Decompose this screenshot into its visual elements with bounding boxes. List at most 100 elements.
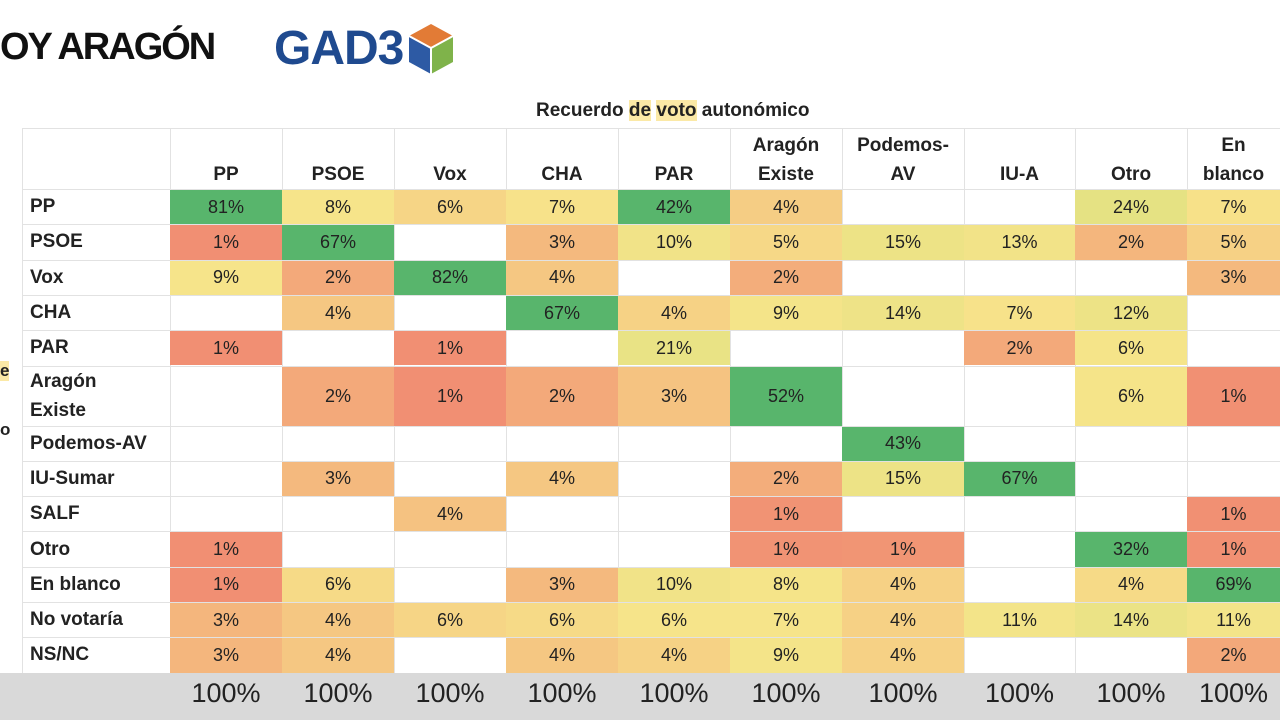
table-cell: 1% [1187,366,1280,426]
grid-line [22,189,1280,190]
row-header-text: Otro [30,535,70,564]
row-header-line: Podemos-AV [30,432,147,454]
table-cell: 6% [1075,331,1187,366]
table-cell: 67% [506,295,618,331]
total-cell: 100% [751,677,821,708]
total-cell: 100% [639,677,709,708]
table-cell: 5% [1187,225,1280,260]
table-cell: 2% [1187,638,1280,673]
column-header-line: Podemos- [857,135,949,156]
title-part: Recuerdo [536,100,629,121]
table-cell: 4% [394,497,506,532]
totals-bar [0,673,1280,720]
table-cell: 5% [730,225,842,260]
table-cell: 42% [618,190,730,225]
brand-logo-left: OY ARAGÓN [0,26,216,68]
table-cell: 4% [282,638,394,673]
table-cell: 9% [170,260,282,295]
table-cell: 3% [506,567,618,602]
table-cell: 8% [730,567,842,602]
row-header: SALF [22,496,169,531]
column-header-line: PP [213,164,239,185]
column-header-line: PSOE [311,164,365,185]
column-header-line: PAR [654,164,694,185]
row-header-line: PP [30,196,56,218]
row-header: Otro [22,531,169,566]
table-cell: 4% [842,603,964,638]
side-fragment: e [0,361,10,381]
row-header-line: Vox [30,266,64,288]
table-cell: 9% [730,295,842,331]
grid-line [22,128,23,673]
column-header-line: blanco [1202,164,1265,185]
table-cell: 3% [170,638,282,673]
row-header-text: En blanco [30,570,121,599]
table-cell: 6% [394,190,506,225]
grid-line [22,460,1280,462]
table-cell: 15% [842,461,964,497]
column-header: PSOE [282,128,394,191]
row-header-text: IU-Sumar [30,464,114,493]
title-highlight: voto [656,100,697,121]
table-cell: 7% [964,295,1075,331]
row-header-line: No votaría [30,609,123,631]
grid-line [22,128,1280,129]
row-header-text: NS/NC [30,640,89,669]
total-cell: 100% [527,677,597,708]
column-header-line: Vox [433,164,467,185]
table-cell: 7% [1187,190,1280,225]
table-cell: 67% [282,225,394,260]
row-header-line: En blanco [30,573,121,595]
row-header-text: PSOE [30,227,83,256]
table-cell: 1% [170,331,282,366]
table-cell: 2% [730,260,842,295]
table-cell: 4% [506,638,618,673]
row-header-line: Otro [30,538,71,560]
column-header-line: Existe [758,164,814,185]
column-header: Podemos- AV [842,128,964,191]
table-cell: 3% [506,225,618,260]
row-header-text: Vox [30,263,63,292]
gad3-logo-text: GAD3 [274,22,404,75]
side-fragment: o [0,420,11,439]
table-cell: 2% [282,260,394,295]
row-header: Vox [22,260,169,295]
total-cell: 100% [1096,677,1166,708]
total-cell: 100% [303,677,373,708]
column-header: CHA [506,128,618,191]
table-cell: 4% [618,638,730,673]
table-cell: 52% [730,366,842,426]
table-cell: 3% [1187,260,1280,295]
table-cell: 6% [394,603,506,638]
column-header-line: IU-A [999,164,1040,185]
grid-line [22,637,1280,639]
column-header: Aragón Existe [730,128,842,191]
total-cell: 100% [868,677,938,708]
table-cell: 15% [842,225,964,260]
table-title: Recuerdo de voto autonómico [536,100,809,122]
table-cell: 9% [730,638,842,673]
table-cell: 6% [506,603,618,638]
row-header-line: PSOE [30,231,83,253]
row-header-text: Aragón Existe [30,367,97,425]
table-cell: 4% [618,295,730,331]
table-cell: 4% [506,461,618,497]
grid-line [22,365,1280,367]
table-cell: 2% [1075,225,1187,260]
table-cell: 1% [170,532,282,567]
row-header: Podemos-AV [22,426,169,461]
table-cell: 1% [1187,532,1280,567]
grid-line [842,128,843,673]
column-header-line: Otro [1110,164,1152,185]
table-cell: 7% [506,190,618,225]
table-cell: 10% [618,567,730,602]
row-header-line: Existe [30,399,86,421]
table-cell: 4% [282,603,394,638]
grid-line [22,531,1280,533]
total-cell: 100% [415,677,485,708]
table-cell: 2% [282,366,394,426]
grid-line [22,259,1280,261]
table-cell: 1% [170,225,282,260]
table-cell: 11% [964,603,1075,638]
table-cell: 13% [964,225,1075,260]
